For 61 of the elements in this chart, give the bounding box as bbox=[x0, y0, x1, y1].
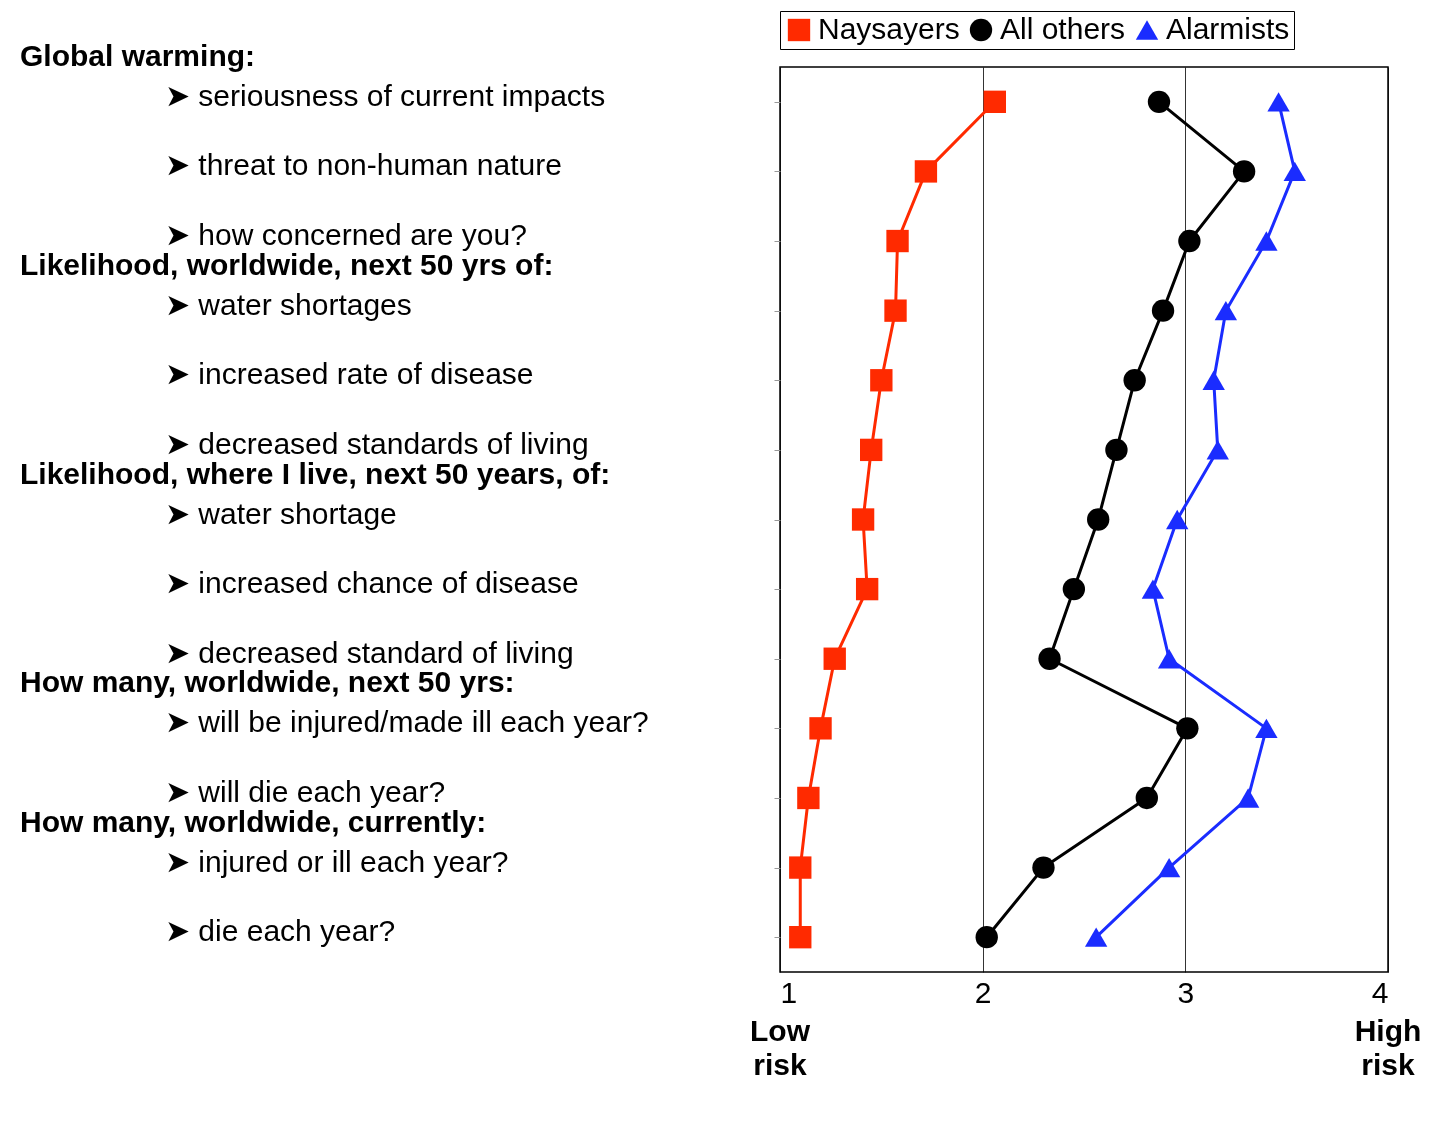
point bbox=[1202, 370, 1225, 390]
y-tick-label: ➤ how concerned are you? bbox=[165, 218, 527, 252]
point bbox=[855, 577, 879, 601]
point bbox=[789, 926, 812, 949]
y-tick-label: ➤ water shortage bbox=[165, 496, 397, 530]
point bbox=[823, 647, 846, 670]
point bbox=[1105, 438, 1128, 462]
point bbox=[1038, 647, 1061, 670]
point bbox=[886, 229, 909, 253]
x-tick-label: 4 bbox=[1371, 975, 1389, 1009]
text: High risk bbox=[1354, 1014, 1422, 1081]
point bbox=[1232, 160, 1256, 183]
point bbox=[1283, 161, 1306, 182]
point bbox=[1214, 300, 1238, 321]
point bbox=[851, 508, 875, 531]
point bbox=[1087, 508, 1110, 531]
y-tick-label: ➤ will die each year? bbox=[165, 774, 446, 808]
legend-label: Alarmists bbox=[1166, 12, 1290, 45]
y-tick-label: ➤ injured or ill each year? bbox=[165, 844, 509, 878]
point bbox=[860, 438, 883, 462]
legend-label: Naysayers bbox=[818, 12, 960, 45]
point bbox=[914, 160, 938, 183]
y-tick-label: ➤ die each year? bbox=[165, 914, 396, 948]
point bbox=[789, 856, 812, 879]
legend-label: All others bbox=[1000, 12, 1126, 45]
x-tick-label: 1 bbox=[780, 975, 798, 1009]
point bbox=[975, 926, 998, 949]
point bbox=[1123, 369, 1146, 392]
point bbox=[1255, 718, 1278, 739]
point bbox=[1032, 856, 1055, 879]
point bbox=[809, 717, 832, 740]
point bbox=[1157, 649, 1181, 669]
point bbox=[870, 369, 893, 392]
y-tick-label: ➤ increased chance of disease bbox=[165, 566, 579, 600]
point bbox=[1084, 927, 1108, 947]
point bbox=[1062, 577, 1086, 601]
point bbox=[983, 90, 1007, 113]
y-tick-label: ➤ water shortages bbox=[165, 287, 412, 321]
y-tick-label: ➤ threat to non-human nature bbox=[165, 148, 562, 182]
point bbox=[797, 786, 820, 810]
y-tick-label: ➤ increased rate of disease bbox=[165, 357, 534, 391]
point bbox=[1255, 231, 1278, 251]
y-tick-label: ➤ will be injured/made ill each year? bbox=[165, 705, 649, 739]
x-tick-label: 2 bbox=[974, 975, 992, 1009]
point bbox=[1157, 857, 1181, 878]
text: Global warming: bbox=[20, 38, 256, 72]
y-tick-label: ➤ decreased standards of living bbox=[165, 426, 589, 460]
point bbox=[1141, 579, 1165, 599]
x-tick-label: 3 bbox=[1177, 975, 1195, 1009]
point bbox=[1147, 90, 1171, 113]
text: Low risk bbox=[750, 1014, 811, 1081]
point bbox=[1236, 788, 1260, 808]
point bbox=[884, 299, 907, 322]
point bbox=[1206, 440, 1229, 460]
point bbox=[1178, 229, 1201, 253]
point bbox=[1176, 717, 1199, 740]
point bbox=[1166, 509, 1189, 530]
y-tick-label: ➤ seriousness of current impacts bbox=[165, 78, 606, 112]
point bbox=[1135, 786, 1159, 810]
point bbox=[1267, 92, 1290, 112]
point bbox=[1151, 299, 1175, 322]
